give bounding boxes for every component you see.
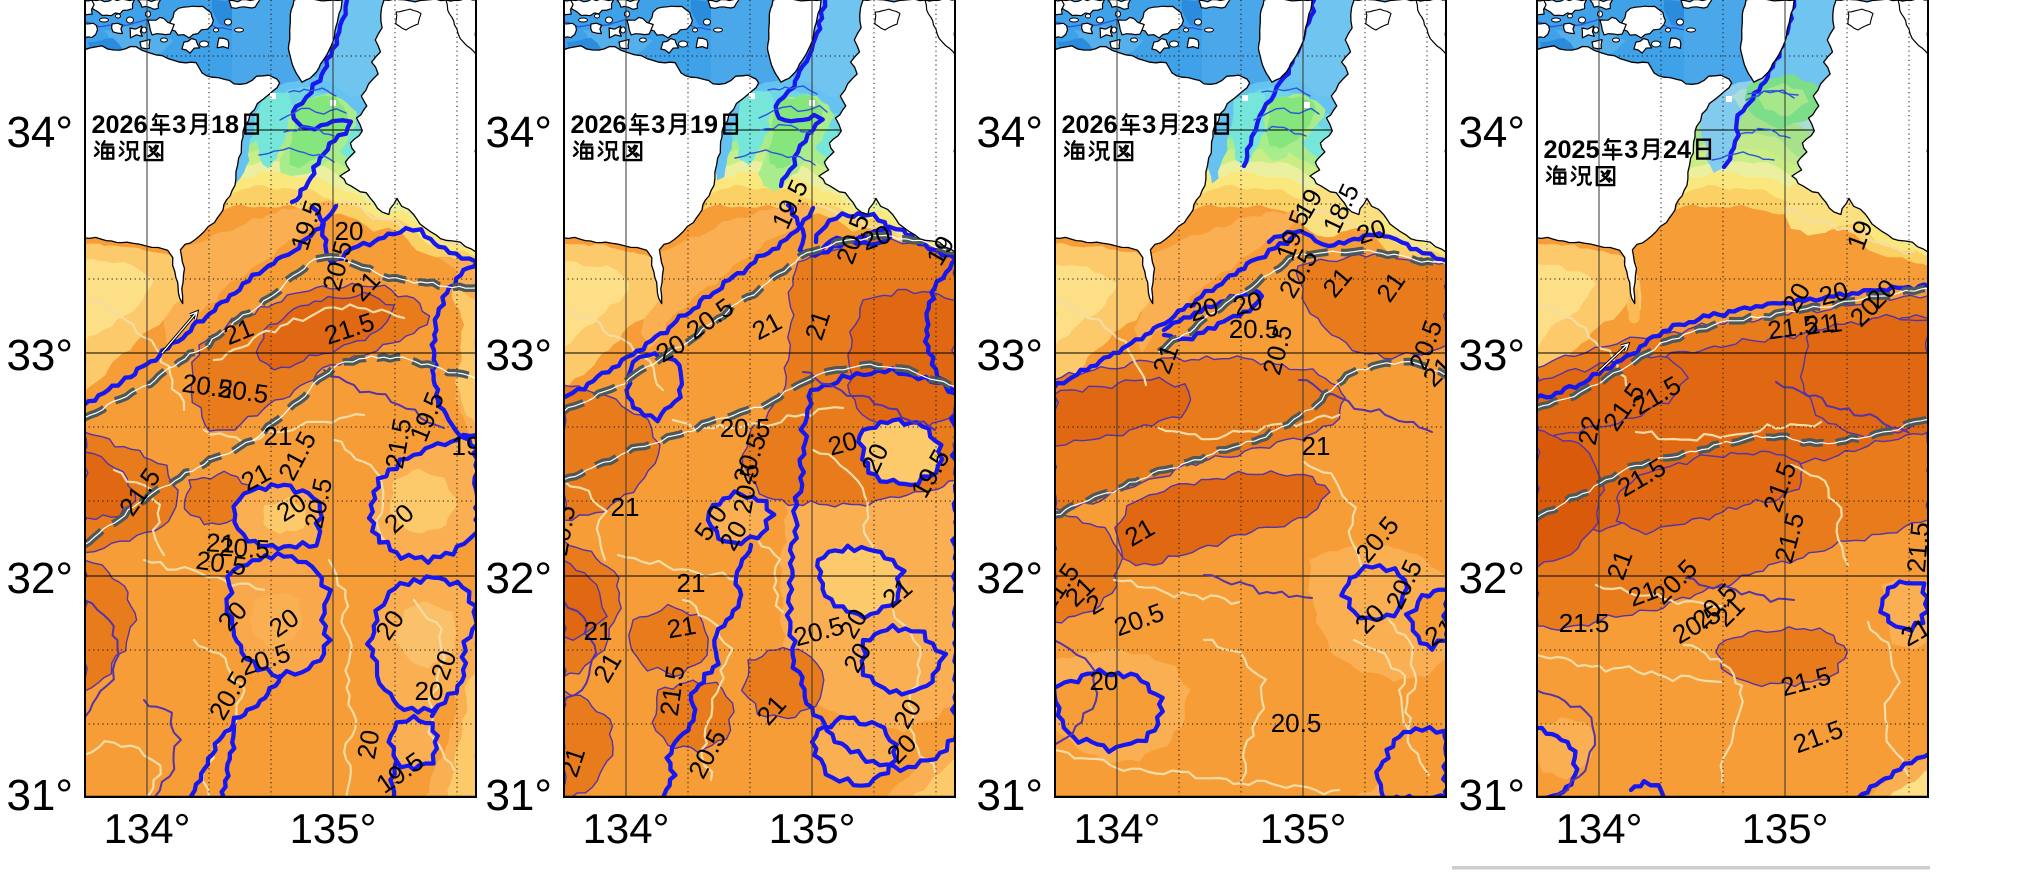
svg-text:135°: 135° [1260,805,1347,852]
svg-text:20.5: 20.5 [216,373,270,410]
svg-text:20.5: 20.5 [1229,314,1280,344]
svg-text:34°: 34° [485,108,552,157]
svg-text:33°: 33° [976,331,1043,380]
svg-text:135°: 135° [290,805,377,852]
svg-text:20: 20 [335,216,364,246]
svg-text:21: 21 [611,492,640,522]
svg-text:22: 22 [1572,414,1607,448]
svg-text:20.5: 20.5 [1271,708,1322,738]
svg-text:31°: 31° [1458,771,1525,820]
svg-text:2026: 2026 [92,111,148,139]
svg-text:24: 24 [1663,136,1691,164]
svg-text:135°: 135° [769,805,856,852]
svg-text:21: 21 [1803,307,1836,341]
svg-text:34°: 34° [976,108,1043,157]
svg-text:33°: 33° [1458,331,1525,380]
svg-text:21: 21 [205,527,235,558]
svg-text:20: 20 [1090,666,1119,696]
svg-text:2026: 2026 [1062,111,1118,139]
svg-text:20.5: 20.5 [180,368,234,405]
svg-text:32°: 32° [6,554,73,603]
svg-text:135°: 135° [1742,805,1829,852]
svg-text:3: 3 [1624,136,1638,164]
svg-text:3: 3 [651,111,665,139]
svg-text:134°: 134° [104,805,191,852]
svg-text:2026: 2026 [571,111,627,139]
svg-text:3: 3 [1142,111,1156,139]
svg-text:134°: 134° [1074,805,1161,852]
svg-text:31°: 31° [6,771,73,820]
svg-text:32°: 32° [1458,554,1525,603]
svg-text:21: 21 [677,568,706,598]
svg-text:21.5: 21.5 [654,664,691,718]
svg-text:21.5: 21.5 [1559,608,1610,638]
svg-text:3: 3 [172,111,186,139]
svg-text:32°: 32° [485,554,552,603]
svg-text:31°: 31° [485,771,552,820]
svg-text:20.5: 20.5 [194,545,248,582]
svg-text:20: 20 [415,676,444,706]
svg-text:33°: 33° [6,331,73,380]
svg-text:21.5: 21.5 [1901,521,1935,574]
svg-text:23: 23 [1181,111,1209,139]
svg-text:20.5: 20.5 [720,413,771,443]
svg-text:21: 21 [665,610,699,645]
svg-text:134°: 134° [583,805,670,852]
svg-text:21.5: 21.5 [1766,309,1820,346]
svg-text:20.5: 20.5 [218,532,270,565]
svg-text:32°: 32° [976,554,1043,603]
svg-text:19: 19 [690,111,718,139]
svg-text:1: 1 [1825,307,1844,339]
svg-text:21: 21 [584,616,613,646]
svg-text:33°: 33° [485,331,552,380]
svg-text:20: 20 [351,728,386,762]
svg-text:18: 18 [211,111,239,139]
svg-text:2025: 2025 [1544,136,1600,164]
svg-text:34°: 34° [6,108,73,157]
svg-text:134°: 134° [1556,805,1643,852]
svg-text:21: 21 [1302,431,1331,461]
svg-text:19: 19 [452,431,481,461]
svg-text:31°: 31° [976,771,1043,820]
svg-text:21: 21 [264,421,293,451]
svg-text:34°: 34° [1458,108,1525,157]
